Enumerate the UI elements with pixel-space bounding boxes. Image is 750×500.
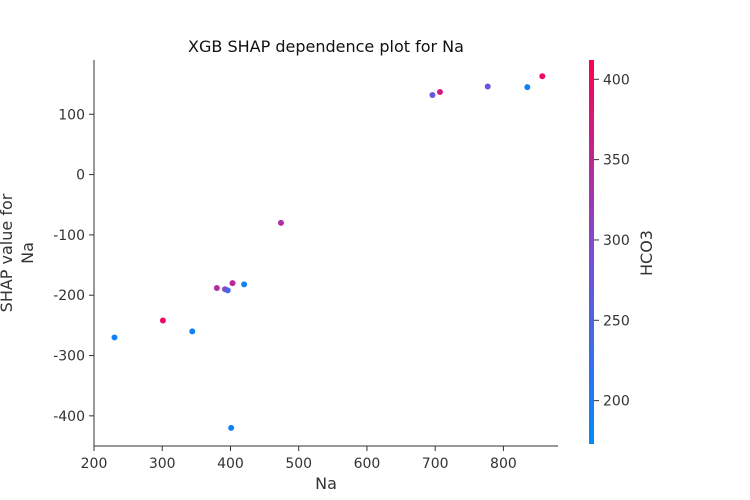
scatter-point [224, 287, 231, 294]
scatter-point [484, 83, 491, 90]
scatter-point [524, 84, 531, 91]
y-axis-title-line-2: Na [18, 242, 37, 264]
colorbar-tick-label: 400 [603, 72, 630, 88]
x-tick-label: 400 [217, 456, 244, 472]
colorbar-title: HCO3 [637, 230, 656, 276]
x-tick-label: 300 [149, 456, 176, 472]
x-axis-title: Na [315, 474, 337, 493]
colorbar-tick-label: 300 [603, 233, 630, 249]
scatter-point [241, 281, 248, 288]
scatter-point [228, 424, 235, 431]
y-axis-title: SHAP value for Na [0, 193, 37, 312]
colorbar-tick-label: 200 [603, 394, 630, 410]
scatter-point [213, 284, 220, 291]
colorbar-gradient [589, 60, 594, 444]
colorbar-tick-label: 250 [603, 313, 630, 329]
x-tick-label: 800 [490, 456, 517, 472]
scatter-point [539, 73, 546, 80]
scatter-points [111, 73, 546, 431]
chart-title: XGB SHAP dependence plot for Na [188, 37, 464, 56]
y-axis-title-line-1: SHAP value for [0, 193, 16, 312]
colorbar: 200 250 300 350 400 HCO3 [589, 60, 656, 444]
colorbar-ticks: 200 250 300 350 400 [594, 72, 630, 410]
y-tick-label: -300 [53, 349, 85, 365]
y-tick-label: 0 [76, 168, 85, 184]
colorbar-tick-label: 350 [603, 153, 630, 169]
x-ticks: 200 300 400 500 600 700 800 [81, 446, 517, 472]
y-tick-label: -400 [53, 409, 85, 425]
x-tick-label: 700 [422, 456, 449, 472]
scatter-point [189, 328, 196, 335]
scatter-point [436, 88, 443, 95]
x-tick-label: 500 [285, 456, 312, 472]
plot-axes [93, 60, 558, 447]
scatter-point [229, 280, 236, 287]
x-tick-label: 200 [81, 456, 108, 472]
x-tick-label: 600 [354, 456, 381, 472]
y-tick-label: -200 [53, 288, 85, 304]
y-tick-label: -100 [53, 228, 85, 244]
scatter-point [159, 317, 166, 324]
scatter-point [111, 334, 118, 341]
scatter-point [277, 219, 284, 226]
y-tick-label: 100 [58, 107, 85, 123]
y-ticks: -400 -300 -200 -100 0 100 [53, 107, 94, 425]
scatter-point [429, 91, 436, 98]
